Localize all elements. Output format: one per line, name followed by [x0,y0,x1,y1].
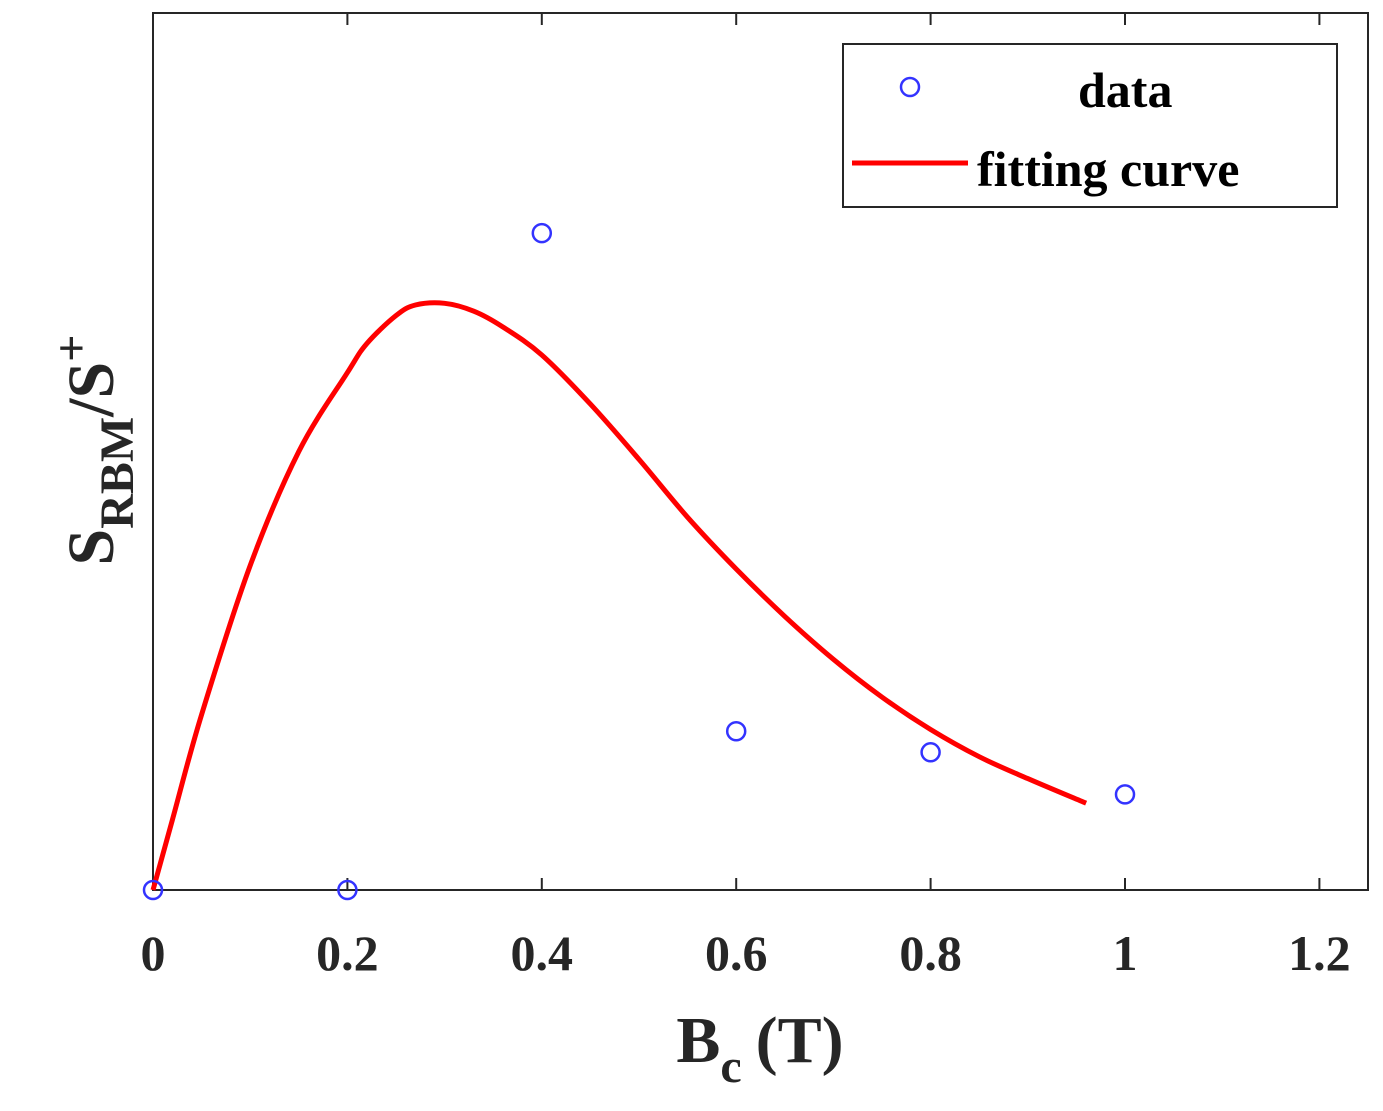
data-point [725,721,747,742]
series-line-fitting-curve [150,300,1088,891]
y-axis-title: SRBM/S+ [45,334,144,565]
legend-box [842,43,1338,208]
x-axis-title-main: B [676,1004,720,1077]
x-axis-title-unit: (T) [756,1004,844,1077]
x-tick-label: 0.6 [705,925,768,981]
x-tick-label: 0.4 [511,925,574,981]
x-axis-title: Bc (T) [676,1004,843,1093]
x-tick-label: 0 [141,925,166,981]
y-axis-title-sup: + [45,334,98,361]
x-tick-label: 0.2 [316,925,379,981]
data-point [142,879,164,901]
legend-label-fitting-curve: fitting curve [977,141,1239,197]
y-axis-title-slash: /S [55,362,128,418]
legend: data fitting curve [842,43,1338,208]
y-axis-title-sub: RBM [91,417,144,529]
legend-marker-data [899,76,921,98]
x-tick-label: 1 [1113,925,1138,981]
y-axis-title-main: S [55,529,128,566]
data-point [1114,784,1136,805]
data-point [531,222,553,244]
legend-label-data: data [1078,62,1172,118]
x-tick-label: 0.8 [899,925,962,981]
x-axis-title-sub: c [720,1040,741,1093]
x-tick-label: 1.2 [1288,925,1351,981]
series-layer [142,222,1136,901]
x-axis-tick-labels: 0 0.2 0.4 0.6 0.8 1 1.2 [141,925,1351,981]
data-point [337,879,358,901]
data-point [920,742,941,763]
